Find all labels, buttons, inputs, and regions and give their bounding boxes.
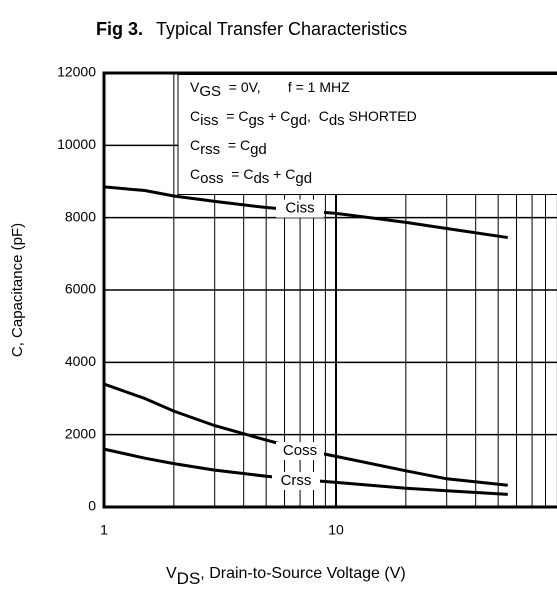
- text-segment: , Drain-to-Source Voltage (V): [200, 565, 405, 582]
- plot-frame: [102, 71, 557, 509]
- y-tick-label: 8000: [65, 208, 96, 224]
- y-tick-label: 10000: [57, 136, 96, 152]
- annotation-line: Crss = Cgd: [190, 137, 267, 159]
- series-label: Crss: [281, 472, 312, 489]
- y-tick-label: 4000: [65, 353, 96, 369]
- subscript: gs: [248, 112, 264, 129]
- text-segment: , C: [307, 108, 329, 124]
- annotation-line: Coss = Cds + Cgd: [190, 166, 312, 188]
- subscript: GS: [199, 83, 221, 100]
- series-label-bg: [276, 199, 324, 218]
- text-segment: V: [190, 79, 200, 95]
- annotation-line: VGS = 0V, f = 1 MHZ: [190, 79, 350, 101]
- text-segment: + C: [264, 108, 290, 124]
- y-tick-label: 12000: [57, 64, 96, 80]
- subscript: rss: [200, 141, 220, 158]
- x-tick-label: 10: [328, 522, 344, 538]
- x-axis-label: VDS, Drain-to-Source Voltage (V): [166, 565, 406, 587]
- subscript: ds: [253, 170, 269, 187]
- series-label: Ciss: [285, 200, 314, 217]
- text-segment: V: [166, 565, 177, 582]
- subscript: gd: [290, 112, 307, 129]
- subscript: ds: [329, 112, 345, 129]
- text-segment: = C: [223, 166, 253, 182]
- annotation-line: Ciss = Cgs + Cgd, Cds SHORTED: [190, 108, 417, 130]
- text-segment: SHORTED: [345, 108, 417, 124]
- subscript: DS: [177, 569, 201, 588]
- subscript: oss: [200, 170, 223, 187]
- text-segment: C: [190, 108, 200, 124]
- series-label: Coss: [283, 442, 317, 459]
- text-segment: C: [190, 137, 200, 153]
- y-tick-label: 2000: [65, 425, 96, 441]
- text-segment: = C: [218, 108, 248, 124]
- y-axis-label: C, Capacitance (pF): [9, 223, 26, 357]
- text-segment: C: [190, 166, 200, 182]
- y-tick-label: 0: [88, 498, 96, 514]
- text-segment: + C: [269, 166, 295, 182]
- annotation-box: [177, 74, 557, 195]
- series-label-bg: [272, 471, 320, 490]
- figure-label: Fig 3.: [96, 19, 143, 39]
- series-label-bg: [276, 441, 324, 460]
- x-tick-label: 1: [100, 522, 108, 538]
- subscript: iss: [200, 112, 218, 129]
- y-tick-label: 6000: [65, 281, 96, 297]
- subscript: gd: [250, 141, 267, 158]
- text-segment: = C: [220, 137, 250, 153]
- subscript: gd: [295, 170, 312, 187]
- text-segment: = 0V, f = 1 MHZ: [221, 79, 350, 95]
- chart-title: Typical Transfer Characteristics: [156, 19, 407, 39]
